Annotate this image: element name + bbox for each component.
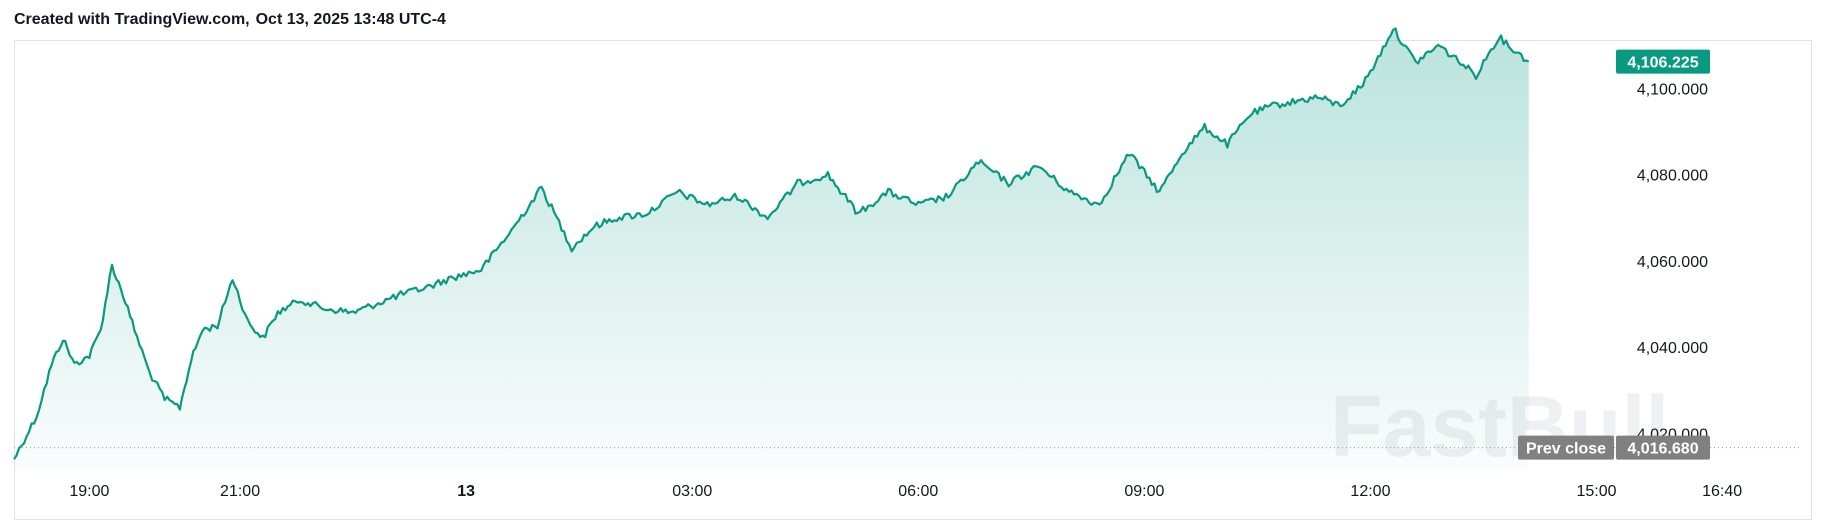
chart-frame [14,40,1812,520]
y-tick-label: 4,100.000 [1637,81,1708,98]
x-tick-label: 21:00 [220,483,260,500]
x-tick-label: 03:00 [672,483,712,500]
prev-close-badge [1616,435,1710,460]
y-axis: 4,020.0004,040.0004,060.0004,080.0004,10… [1637,81,1708,443]
x-tick-label: 16:40 [1702,483,1742,500]
prev-close-tag-label: Prev close [1526,441,1606,458]
chart-header: Created with TradingView.com, Oct 13, 202… [14,11,452,29]
x-axis: 19:00 21:00 13 03:00 06:00 09:00 12:00 15:00 16:… [69,483,1742,500]
price-area [14,28,1529,470]
credit-text: Created with TradingView.com, [14,11,250,28]
price-badges: 4,106.225 Prev close 4,016.680 [1518,49,1710,460]
x-tick-label: 15:00 [1577,483,1617,500]
price-line [13,27,1530,460]
prev-close-value: 4,016.680 [1627,441,1698,458]
y-tick-label: 4,040.000 [1637,340,1708,357]
y-tick-label: 4,060.000 [1637,254,1708,271]
x-tick-label: 09:00 [1124,483,1164,500]
plot-area [13,27,1800,470]
y-tick-label: 4,080.000 [1637,168,1708,185]
last-price-label: 4,106.225 [1627,55,1698,72]
prev-close-tag [1518,435,1614,460]
timestamp-text: Oct 13, 2025 13:48 UTC-4 [255,11,446,28]
last-price-badge [1616,49,1710,74]
x-tick-label: 12:00 [1350,483,1390,500]
x-tick-label: 06:00 [898,483,938,500]
x-tick-label: 13 [457,483,475,500]
x-tick-label: 19:00 [69,483,109,500]
